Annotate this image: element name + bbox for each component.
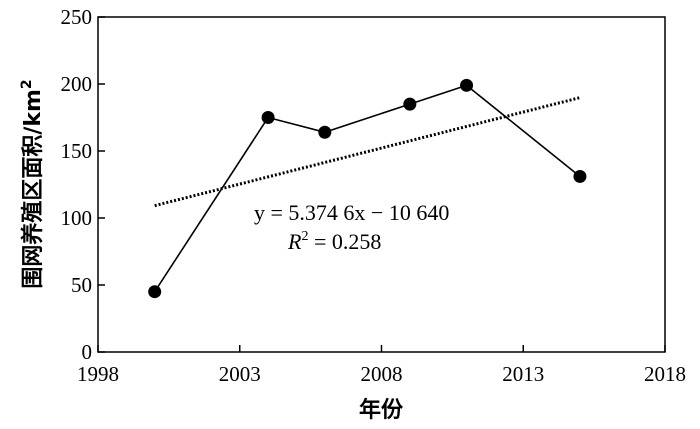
y-axis-title: 围网养殖区面积/km2	[19, 79, 46, 288]
y-axis-title-main: 围网养殖区面积/km	[20, 89, 46, 289]
y-tick-label: 250	[61, 5, 93, 29]
trendline-group	[154, 96, 581, 208]
data-point	[261, 111, 275, 124]
axis-tick-labels: 1998 2003 2008 2013 2018 0 50 100 150 200 250	[61, 5, 687, 386]
x-axis-title: 年份	[359, 397, 404, 423]
r-squared-sup: 2	[301, 229, 308, 244]
data-point	[403, 97, 417, 111]
r-squared-value: = 0.258	[308, 229, 381, 254]
r-squared-r: R	[287, 229, 302, 254]
data-point	[318, 125, 332, 139]
series-line	[154, 84, 581, 293]
x-tick-label: 2008	[361, 362, 403, 386]
data-point	[573, 169, 587, 183]
x-tick-label: 2013	[502, 362, 544, 386]
data-point	[148, 285, 162, 299]
y-tick-label: 0	[82, 340, 93, 364]
y-tick-label: 100	[61, 206, 93, 230]
y-tick-label: 150	[61, 139, 93, 163]
x-tick-label: 2003	[219, 362, 261, 386]
data-point	[460, 78, 474, 92]
trend-equation: y = 5.374 6x − 10 640	[254, 200, 449, 225]
y-axis-title-sup: 2	[19, 79, 35, 89]
r-squared-label: R2 = 0.258	[287, 229, 381, 254]
plot-frame	[97, 16, 666, 353]
series-group	[148, 78, 587, 299]
y-tick-label: 50	[71, 273, 92, 297]
y-tick-label: 200	[61, 72, 93, 96]
axis-ticks	[97, 16, 666, 353]
trendline	[154, 96, 581, 208]
x-tick-label: 1998	[77, 362, 119, 386]
x-tick-label: 2018	[644, 362, 686, 386]
